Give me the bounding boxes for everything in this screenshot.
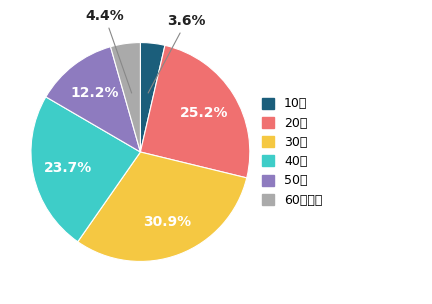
Text: 30.9%: 30.9% bbox=[143, 215, 191, 229]
Text: 25.2%: 25.2% bbox=[179, 106, 228, 120]
Wedge shape bbox=[111, 43, 140, 152]
Wedge shape bbox=[46, 47, 140, 152]
Wedge shape bbox=[31, 97, 140, 242]
Wedge shape bbox=[140, 45, 250, 178]
Text: 23.7%: 23.7% bbox=[44, 161, 92, 175]
Legend: 10代, 20代, 30代, 40代, 50代, 60代以上: 10代, 20代, 30代, 40代, 50代, 60代以上 bbox=[261, 97, 322, 207]
Text: 12.2%: 12.2% bbox=[70, 86, 119, 100]
Text: 3.6%: 3.6% bbox=[148, 14, 206, 93]
Wedge shape bbox=[140, 43, 165, 152]
Wedge shape bbox=[78, 152, 247, 261]
Text: 4.4%: 4.4% bbox=[85, 9, 132, 93]
